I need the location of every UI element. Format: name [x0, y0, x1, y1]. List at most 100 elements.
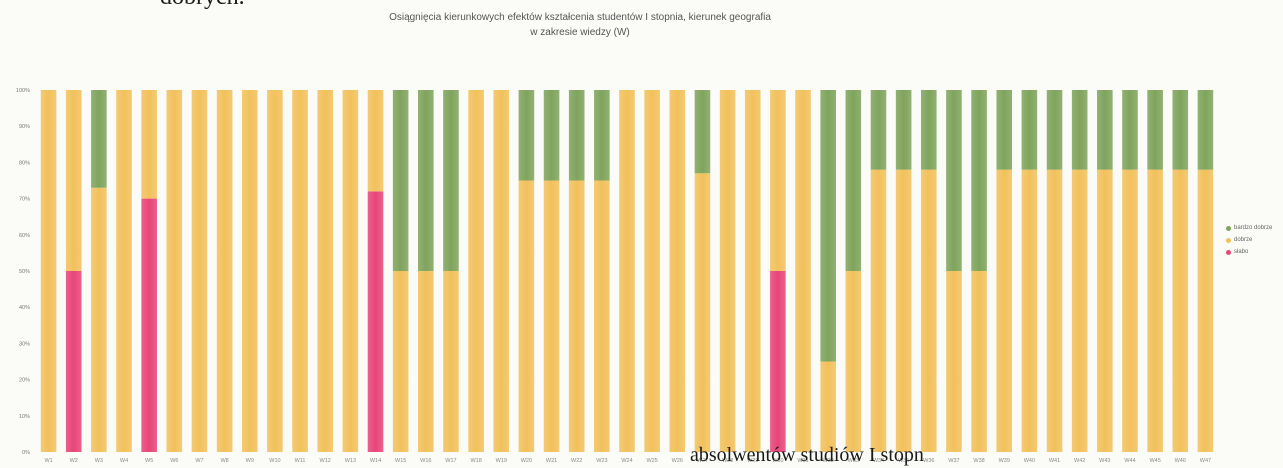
bar-segment-w17-dobrze [443, 271, 459, 452]
x-tick-label: W39 [999, 458, 1010, 464]
bar-segment-w46-dobrze [1172, 169, 1189, 452]
y-tick-label: 50% [19, 269, 30, 275]
x-tick-label: W31 [797, 458, 808, 464]
x-tick-label: W35 [898, 458, 909, 464]
bar-segment-w21-bardzo-dobrze [543, 90, 560, 181]
x-tick-label: W29 [747, 458, 758, 464]
bar-segment-w19-dobrze [493, 90, 510, 452]
bar-segment-w16-bardzo-dobrze [418, 90, 434, 271]
legend-item-bardzo-dobrze: bardzo dobrze [1226, 222, 1272, 234]
bar-segment-w15-dobrze [392, 271, 409, 452]
x-tick-label: W25 [646, 458, 657, 464]
x-tick-label: W34 [873, 458, 884, 464]
x-tick-label: W1 [44, 458, 52, 464]
legend-swatch-dobrze [1226, 237, 1231, 243]
bar-segment-w27-bardzo-dobrze [694, 90, 711, 174]
y-tick-label: 100% [16, 88, 30, 94]
bar-segment-w32-bardzo-dobrze [820, 90, 836, 362]
y-tick-label: 20% [19, 378, 30, 384]
bar-segment-w36-dobrze [920, 169, 937, 452]
x-tick-label: W26 [672, 458, 683, 464]
x-tick-label: W23 [596, 458, 607, 464]
bar-segment-w14-słabo [367, 191, 384, 453]
bar-segment-w6-dobrze [166, 90, 183, 452]
bar-segment-w39-bardzo-dobrze [996, 90, 1013, 170]
bar-segment-w2-dobrze [65, 90, 82, 271]
bar-segment-w38-dobrze [971, 271, 987, 452]
document-text-bottom: absolwentów studiów I stopn [690, 444, 924, 466]
x-tick-label: W17 [445, 458, 456, 464]
x-tick-label: W10 [269, 458, 280, 464]
x-tick-label: W38 [973, 458, 984, 464]
x-tick-label: W6 [170, 458, 178, 464]
y-tick-label: 10% [19, 414, 30, 420]
bar-segment-w36-bardzo-dobrze [920, 90, 937, 170]
bar-segment-w25-dobrze [644, 90, 660, 452]
bar-segment-w3-dobrze [91, 187, 107, 453]
x-tick-label: W20 [521, 458, 532, 464]
bar-segment-w34-dobrze [870, 169, 887, 452]
bar-segment-w35-bardzo-dobrze [895, 90, 912, 170]
x-tick-label: W41 [1049, 458, 1060, 464]
bar-segment-w32-dobrze [820, 361, 836, 452]
bar-segment-w35-dobrze [895, 169, 912, 452]
legend-label-slabo: słabo [1234, 249, 1249, 255]
x-tick-label: W22 [571, 458, 582, 464]
x-tick-label: W9 [246, 458, 254, 464]
chart-title-block: Osiągnięcia kierunkowych efektów kształc… [300, 10, 860, 40]
x-tick-label: W40 [1024, 458, 1035, 464]
bar-segment-w29-dobrze [744, 90, 761, 452]
y-tick-label: 40% [19, 305, 30, 311]
bar-segment-w16-dobrze [418, 271, 434, 452]
x-tick-label: W27 [697, 458, 708, 464]
bar-segment-w41-dobrze [1046, 169, 1063, 452]
x-tick-label: W42 [1074, 458, 1085, 464]
x-tick-label: W36 [923, 458, 934, 464]
y-tick-label: 60% [19, 233, 30, 239]
x-tick-label: W24 [621, 458, 632, 464]
bar-segment-w43-dobrze [1097, 169, 1113, 452]
x-tick-label: W3 [95, 458, 103, 464]
bar-segment-w15-bardzo-dobrze [392, 90, 409, 271]
bar-segment-w20-dobrze [518, 180, 535, 452]
bar-segment-w40-bardzo-dobrze [1021, 90, 1038, 170]
legend-swatch-bardzo-dobrze [1226, 225, 1231, 231]
x-tick-label: W13 [345, 458, 356, 464]
x-tick-label: W11 [295, 458, 306, 464]
bar-segment-w46-bardzo-dobrze [1172, 90, 1189, 170]
x-tick-label: W2 [70, 458, 78, 464]
bar-segment-w33-dobrze [845, 271, 862, 452]
bar-segment-w14-dobrze [367, 90, 384, 192]
x-tick-label: W8 [220, 458, 228, 464]
x-tick-label: W18 [470, 458, 481, 464]
x-tick-label: W46 [1175, 458, 1186, 464]
y-tick-label: 70% [19, 197, 30, 203]
bar-segment-w5-dobrze [141, 90, 157, 199]
bar-segment-w38-bardzo-dobrze [971, 90, 987, 271]
bar-segment-w12-dobrze [317, 90, 334, 452]
bar-segment-w4-dobrze [116, 90, 132, 452]
bar-segment-w5-słabo [141, 198, 157, 452]
bar-segment-w37-bardzo-dobrze [946, 90, 962, 271]
bar-segment-w47-dobrze [1197, 169, 1214, 452]
x-tick-label: W37 [948, 458, 959, 464]
bar-segment-w9-dobrze [241, 90, 258, 452]
chart-subtitle: w zakresie wiedzy (W) [530, 27, 630, 38]
bar-segment-w26-dobrze [669, 90, 686, 452]
y-tick-label: 90% [19, 124, 30, 130]
bar-segment-w13-dobrze [342, 90, 359, 452]
x-tick-label: W43 [1099, 458, 1110, 464]
bar-segment-w24-dobrze [619, 90, 635, 452]
legend-item-slabo: słabo [1226, 246, 1272, 258]
y-tick-label: 30% [19, 341, 30, 347]
bar-segment-w27-dobrze [694, 173, 711, 452]
bar-segment-w33-bardzo-dobrze [845, 90, 862, 271]
x-tick-label: W16 [420, 458, 431, 464]
legend-label-dobrze: dobrze [1234, 237, 1253, 243]
document-text-top: dobrych. [160, 0, 245, 11]
bar-segment-w37-dobrze [946, 271, 962, 452]
bar-segment-w30-dobrze [770, 90, 786, 271]
bar-segment-w22-dobrze [568, 180, 585, 452]
bar-segment-w23-bardzo-dobrze [594, 90, 610, 181]
